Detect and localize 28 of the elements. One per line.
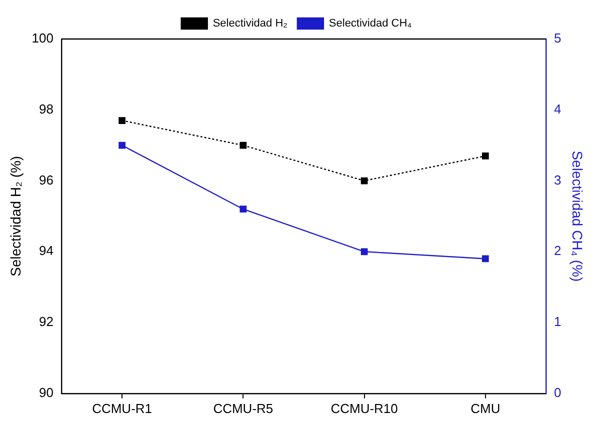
y2-tick-label: 2 xyxy=(554,243,562,258)
point xyxy=(482,152,489,160)
y-tick-label: 92 xyxy=(39,314,54,330)
legend-label: Selectividad CH₄ xyxy=(328,18,412,30)
point xyxy=(360,248,368,256)
y2-tick-label: 4 xyxy=(554,101,562,116)
y2-tick-label: 1 xyxy=(554,314,562,330)
x-tick-label: CMU xyxy=(470,400,500,416)
y-tick-label: 96 xyxy=(39,172,54,188)
x-tick-label: CCMU-R10 xyxy=(330,400,398,416)
y2-tick-label: 0 xyxy=(554,384,562,400)
point xyxy=(482,255,489,262)
y-tick-label: 94 xyxy=(39,243,54,258)
y2-axis-title: Selectividad CH₄ (%) xyxy=(570,150,586,282)
y2-tick-label: 5 xyxy=(554,30,562,46)
y-axis-title: Selectividad H₂ (%) xyxy=(7,156,24,276)
point xyxy=(240,142,247,149)
point xyxy=(118,117,126,124)
point xyxy=(240,206,247,213)
y-tick-label: 100 xyxy=(32,30,54,46)
point xyxy=(360,177,368,184)
y-tick-label: 98 xyxy=(39,101,54,116)
x-tick-label: CCMU-R1 xyxy=(92,400,152,416)
y2-tick-label: 3 xyxy=(554,172,562,188)
x-tick-label: CCMU-R5 xyxy=(213,400,274,416)
y-tick-label: 90 xyxy=(39,384,54,400)
point xyxy=(118,142,126,149)
legend-label: Selectividad H₂ xyxy=(212,18,288,30)
